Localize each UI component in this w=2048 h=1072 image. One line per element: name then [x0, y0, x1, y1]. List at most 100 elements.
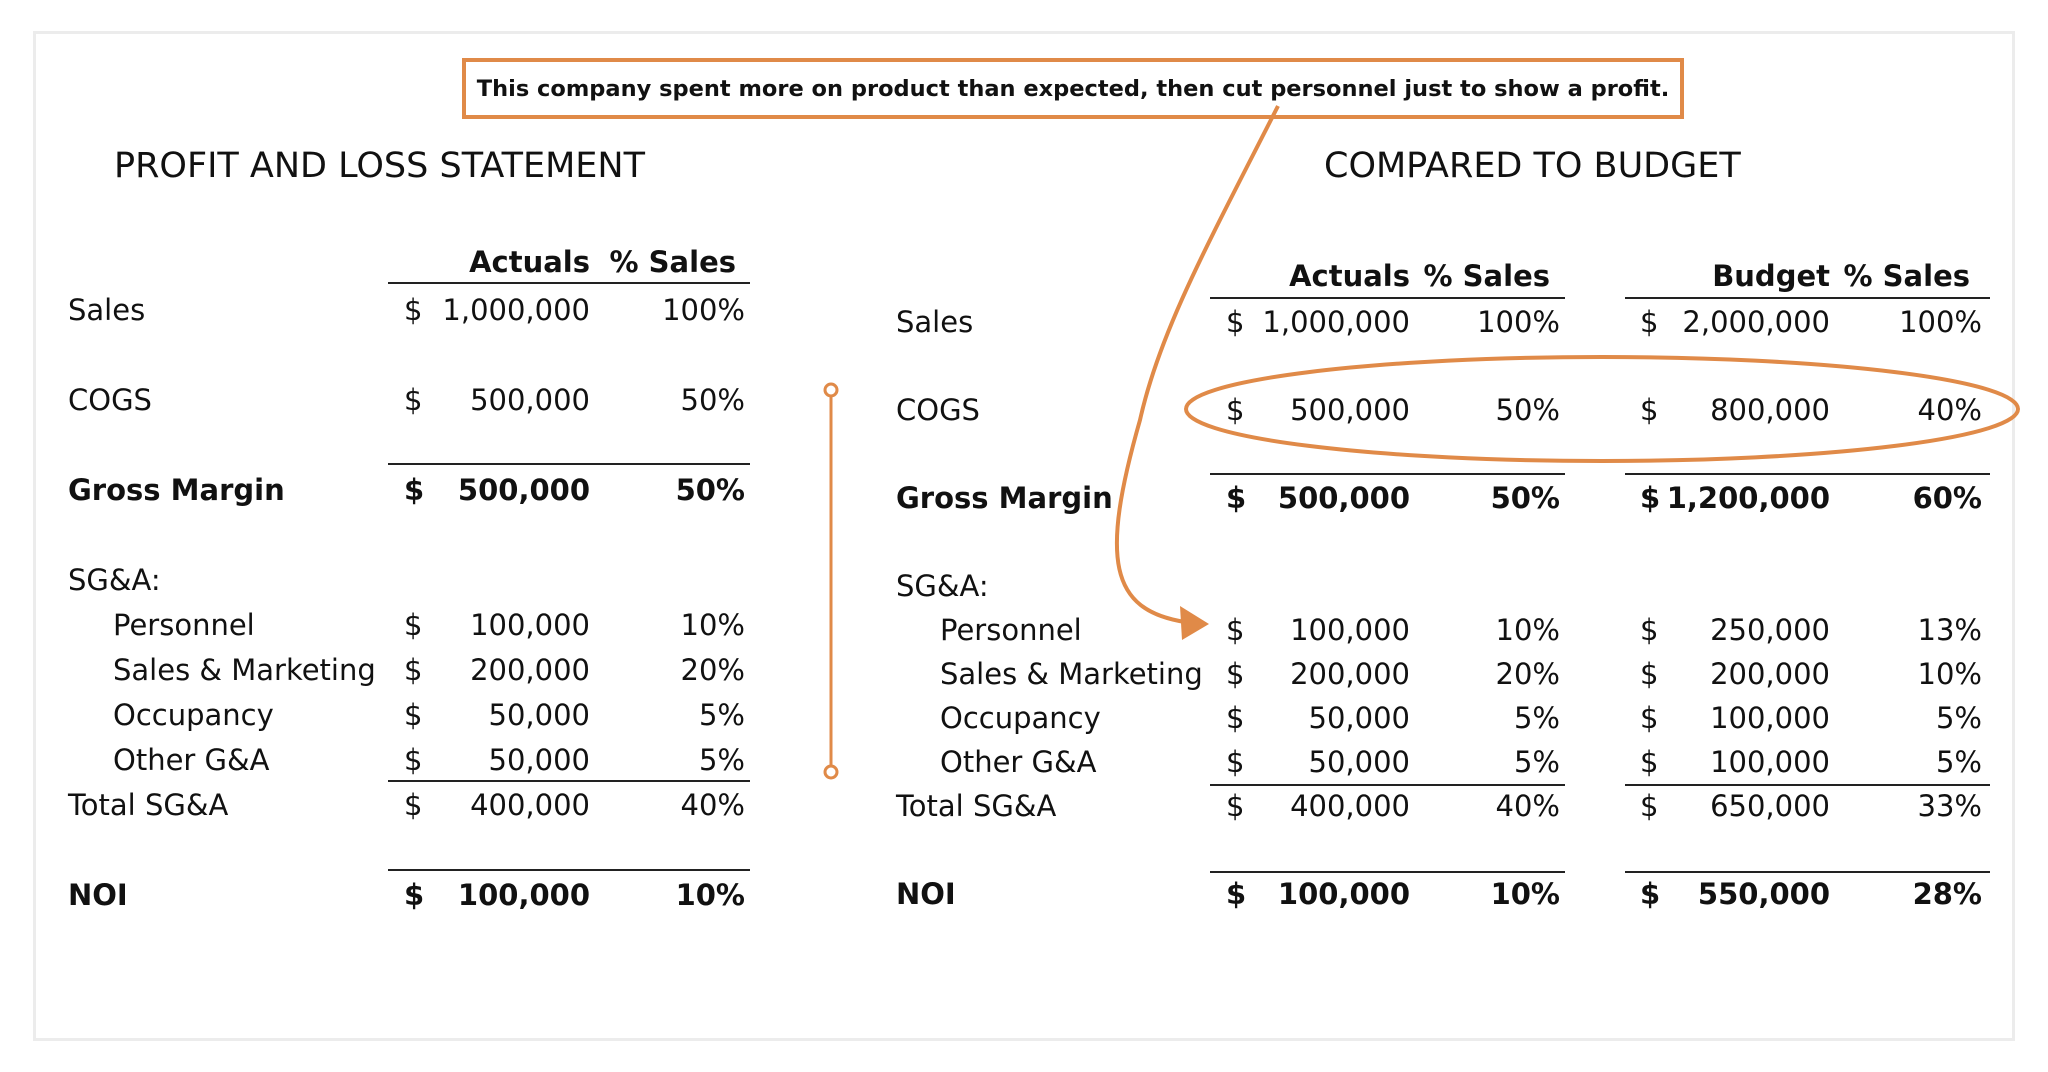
left-row-currency-symbol: $: [404, 698, 423, 732]
curved-arrow: [1114, 105, 1280, 624]
left-total-sga-rule: [388, 780, 750, 782]
right-row-label: Sales & Marketing: [940, 657, 1203, 691]
right-row-label: SG&A:: [896, 569, 989, 603]
right-budget-noi-rule: [1625, 871, 1990, 873]
right-row-actual-pct: 10%: [1490, 877, 1560, 911]
divider-bottom-dot: [823, 764, 839, 780]
left-heading: PROFIT AND LOSS STATEMENT: [114, 146, 645, 186]
right-actual-header-rule: [1210, 297, 1565, 299]
right-row-budget-value: 200,000: [1710, 657, 1830, 691]
left-row-label: NOI: [68, 878, 128, 912]
right-row-budget-currency-symbol: $: [1640, 657, 1659, 691]
right-col-header-budget: Budget: [1712, 259, 1830, 293]
right-budget-header-rule: [1625, 297, 1990, 299]
right-row-label: Sales: [896, 305, 974, 339]
right-row-budget-pct: 60%: [1912, 481, 1982, 515]
right-row-label: Gross Margin: [896, 481, 1113, 515]
right-row-budget-pct: 28%: [1912, 877, 1982, 911]
right-row-actual-value: 200,000: [1290, 657, 1410, 691]
right-row-budget-value: 650,000: [1710, 789, 1830, 823]
left-row-label: Total SG&A: [68, 788, 229, 822]
right-row-budget-value: 800,000: [1710, 393, 1830, 427]
left-row-actual-value: 500,000: [470, 383, 590, 417]
left-row-currency-symbol: $: [404, 383, 423, 417]
right-row-actual-value: 100,000: [1277, 877, 1410, 911]
left-row-actual-value: 200,000: [470, 653, 590, 687]
right-row-budget-value: 1,200,000: [1666, 481, 1830, 515]
left-row-actual-pct: 5%: [698, 743, 745, 777]
left-row-currency-symbol: $: [404, 473, 425, 507]
right-actual-gross-margin-rule: [1210, 473, 1565, 475]
left-row-label: Occupancy: [113, 698, 274, 732]
right-row-budget-value: 250,000: [1710, 613, 1830, 647]
left-row-actual-pct: 10%: [675, 878, 745, 912]
right-row-actual-currency-symbol: $: [1226, 657, 1245, 691]
right-row-actual-value: 1,000,000: [1262, 305, 1410, 339]
left-row-label: Other G&A: [113, 743, 270, 777]
right-row-actual-currency-symbol: $: [1226, 877, 1247, 911]
left-row-label: Personnel: [113, 608, 255, 642]
right-row-budget-pct: 13%: [1917, 613, 1982, 647]
right-row-actual-pct: 50%: [1495, 393, 1560, 427]
callout-box: This company spent more on product than …: [462, 58, 1684, 119]
left-row-actual-value: 50,000: [488, 698, 590, 732]
right-row-budget-currency-symbol: $: [1640, 481, 1661, 515]
right-row-budget-currency-symbol: $: [1640, 745, 1659, 779]
right-col-header-pct-sales: % Sales: [1423, 259, 1550, 293]
left-row-actual-pct: 10%: [680, 608, 745, 642]
right-row-budget-currency-symbol: $: [1640, 305, 1659, 339]
right-row-budget-value: 100,000: [1710, 701, 1830, 735]
document-frame: [33, 31, 2015, 1041]
divider-top-dot: [823, 382, 839, 398]
right-actual-total-sga-rule: [1210, 784, 1565, 786]
arrow-head-icon: [1180, 606, 1209, 640]
right-row-actual-currency-symbol: $: [1226, 305, 1245, 339]
left-row-actual-pct: 20%: [680, 653, 745, 687]
right-row-label: Occupancy: [940, 701, 1101, 735]
left-row-actual-pct: 5%: [698, 698, 745, 732]
right-row-actual-currency-symbol: $: [1226, 393, 1245, 427]
cogs-highlight-ellipse: [1184, 355, 2020, 463]
left-row-currency-symbol: $: [404, 608, 423, 642]
right-col-header-budget-pct-sales: % Sales: [1843, 259, 1970, 293]
right-actual-noi-rule: [1210, 871, 1565, 873]
left-row-label: Gross Margin: [68, 473, 285, 507]
right-row-budget-pct: 5%: [1935, 745, 1982, 779]
left-header-rule: [388, 282, 750, 284]
right-row-label: Total SG&A: [896, 789, 1057, 823]
left-row-actual-pct: 50%: [675, 473, 745, 507]
left-noi-rule: [388, 869, 750, 871]
left-row-actual-value: 500,000: [457, 473, 590, 507]
left-row-label: Sales & Marketing: [113, 653, 376, 687]
right-row-label: NOI: [896, 877, 956, 911]
right-row-label: Personnel: [940, 613, 1082, 647]
right-row-actual-value: 400,000: [1290, 789, 1410, 823]
right-row-actual-pct: 50%: [1490, 481, 1560, 515]
left-row-currency-symbol: $: [404, 293, 423, 327]
right-row-budget-pct: 33%: [1917, 789, 1982, 823]
right-row-budget-pct: 40%: [1917, 393, 1982, 427]
left-row-currency-symbol: $: [404, 878, 425, 912]
right-row-actual-currency-symbol: $: [1226, 789, 1245, 823]
right-row-actual-currency-symbol: $: [1226, 481, 1247, 515]
right-row-actual-currency-symbol: $: [1226, 745, 1245, 779]
right-row-budget-value: 2,000,000: [1682, 305, 1830, 339]
left-row-label: Sales: [68, 293, 146, 327]
right-row-budget-currency-symbol: $: [1640, 789, 1659, 823]
left-row-actual-value: 100,000: [457, 878, 590, 912]
left-row-actual-pct: 50%: [680, 383, 745, 417]
right-row-actual-pct: 10%: [1495, 613, 1560, 647]
left-row-actual-value: 50,000: [488, 743, 590, 777]
right-row-actual-value: 50,000: [1308, 701, 1410, 735]
right-row-actual-value: 100,000: [1290, 613, 1410, 647]
right-row-budget-pct: 100%: [1899, 305, 1982, 339]
left-row-actual-pct: 40%: [680, 788, 745, 822]
left-row-actual-value: 100,000: [470, 608, 590, 642]
right-row-actual-pct: 100%: [1477, 305, 1560, 339]
left-col-header-pct-sales: % Sales: [609, 245, 736, 279]
right-row-actual-value: 500,000: [1290, 393, 1410, 427]
right-col-header-actuals: Actuals: [1289, 259, 1410, 293]
right-row-actual-value: 500,000: [1277, 481, 1410, 515]
left-row-label: COGS: [68, 383, 152, 417]
right-row-actual-currency-symbol: $: [1226, 613, 1245, 647]
